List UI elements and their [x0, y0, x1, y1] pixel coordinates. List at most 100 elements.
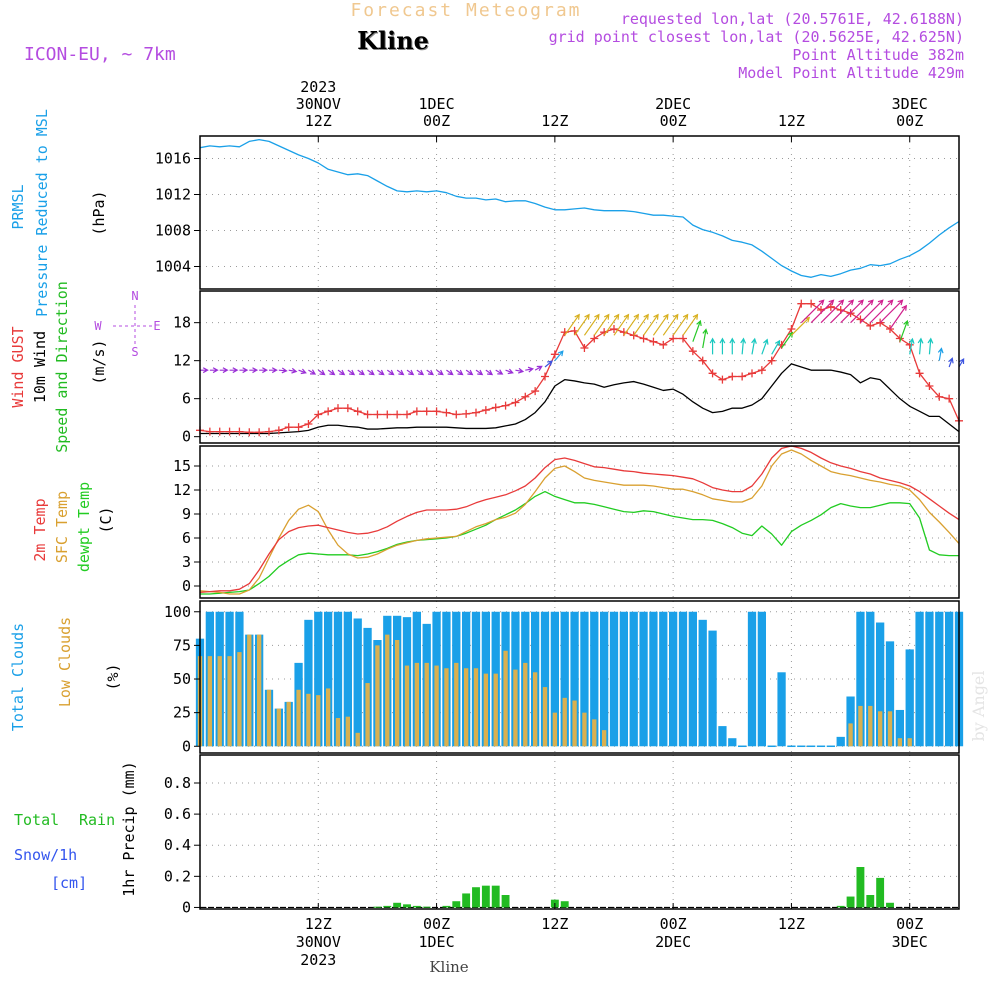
- total-cloud-bar: [560, 611, 569, 747]
- wind-arrow: [603, 313, 620, 336]
- low-cloud-bar: [237, 652, 242, 747]
- dewpt-line: [200, 490, 959, 595]
- wind-arrow: [869, 299, 894, 324]
- gust-marker: [284, 423, 293, 432]
- pressure-unit: (hPa): [90, 190, 108, 235]
- rain-bar: [403, 904, 411, 908]
- gust-marker: [422, 407, 431, 416]
- wind-arrow: [702, 328, 709, 349]
- gust-marker: [698, 356, 707, 365]
- ytick-label: 18: [173, 314, 191, 332]
- low-cloud-bar: [207, 656, 213, 747]
- total-cloud-bar: [590, 611, 599, 747]
- rain-bar: [501, 895, 510, 908]
- low-cloud-bar: [532, 672, 538, 747]
- low-cloud-bar: [247, 634, 252, 747]
- low-cloud-bar: [335, 718, 341, 747]
- gust-marker: [935, 392, 944, 401]
- snow-unit-label: [cm]: [51, 874, 87, 892]
- gust-marker: [274, 426, 283, 435]
- gust-marker: [718, 375, 727, 384]
- gust-marker: [403, 410, 411, 419]
- low-cloud-bar: [483, 673, 489, 747]
- wind-arrow: [740, 337, 747, 355]
- panel-frame: [199, 600, 960, 754]
- gust-marker: [639, 334, 648, 343]
- time-label-bottom: 00Z: [660, 915, 687, 933]
- total-cloud-bar: [649, 611, 658, 747]
- total-cloud-bar: [550, 611, 559, 747]
- wind-arrow: [317, 369, 326, 376]
- low-cloud-bar: [592, 719, 597, 747]
- total-cloud-bar: [639, 611, 648, 747]
- time-label-top: 00Z: [660, 112, 687, 130]
- gust-marker: [610, 325, 618, 333]
- requested-coords: requested lon,lat (20.5761E, 42.6188N): [621, 10, 964, 28]
- ytick-label: 12: [173, 352, 191, 370]
- gust-marker: [432, 407, 441, 416]
- gust-marker: [472, 408, 480, 417]
- low-cloud-bar: [385, 634, 390, 747]
- low-cloud-bar: [316, 695, 321, 747]
- wind-arrow: [709, 337, 716, 355]
- rain-bar: [836, 905, 845, 908]
- point-altitude: Point Altitude 382m: [792, 46, 964, 64]
- gust-marker: [580, 344, 589, 352]
- gust-marker: [481, 406, 490, 415]
- low-cloud-bar: [513, 669, 518, 747]
- total-cloud-bar: [935, 611, 944, 747]
- gust-marker: [521, 392, 530, 401]
- ytick-label: 0: [182, 577, 191, 595]
- wind-arrow: [781, 331, 794, 349]
- low-cloud-bar: [325, 688, 331, 747]
- low-cloud-bar: [897, 738, 903, 747]
- wind-arrow: [386, 369, 395, 376]
- ytick-label: 6: [182, 390, 191, 408]
- gust-marker: [373, 410, 382, 419]
- total-cloud-bar: [619, 611, 628, 747]
- low-cloud-bar: [582, 712, 587, 747]
- total-cloud-bar: [629, 611, 638, 747]
- line-marks: [196, 138, 963, 595]
- wind-arrow: [278, 367, 288, 374]
- low-cloud-bar: [463, 668, 469, 747]
- wind-arrow: [719, 337, 726, 355]
- tick-labels: 1004 1008 1012 1016 0 6 12 18 0 3 6 9 12 15 0 25 50 75 100…: [155, 78, 928, 969]
- gust-marker: [787, 325, 796, 333]
- gust-marker: [915, 369, 924, 378]
- gust-marker: [679, 334, 687, 343]
- gust-marker: [590, 334, 599, 343]
- wind-arrow: [917, 337, 924, 355]
- model-label: ICON-EU, ~ 7km: [24, 44, 176, 65]
- low-cloud-bar: [552, 712, 558, 747]
- total-cloud-bar: [747, 611, 757, 747]
- time-label-bottom: 3DEC: [892, 933, 928, 951]
- compass-s: S: [131, 345, 138, 359]
- low-cloud-bar: [444, 668, 449, 747]
- gust-marker: [205, 427, 214, 436]
- gust-marker: [245, 428, 254, 437]
- total-cloud-bar: [856, 611, 865, 747]
- ytick-label: 0: [182, 737, 191, 755]
- time-label-bottom: 12Z: [541, 915, 568, 933]
- ytick-label: 0: [182, 898, 191, 916]
- low-cloud-bar: [266, 689, 272, 747]
- gust-marker: [866, 321, 875, 330]
- ytick-label: 1012: [155, 186, 191, 204]
- gust-marker: [550, 350, 559, 359]
- wind-unit: (m/s): [90, 339, 108, 384]
- low-cloud-bar: [572, 700, 577, 747]
- ytick-label: 12: [173, 481, 191, 499]
- gust-marker: [255, 428, 264, 437]
- gust-marker: [452, 410, 461, 419]
- low-cloud-bar: [493, 673, 498, 747]
- sfc-temp-label: SFC Temp: [53, 491, 71, 563]
- ytick-label: 1008: [155, 222, 191, 240]
- total-cloud-bar: [866, 611, 875, 747]
- prmsl-label: PRMSL: [9, 184, 27, 229]
- wind-arrow: [200, 367, 209, 374]
- rain-bar: [491, 885, 500, 908]
- time-label-top: 00Z: [896, 112, 923, 130]
- wind-arrow: [298, 368, 307, 375]
